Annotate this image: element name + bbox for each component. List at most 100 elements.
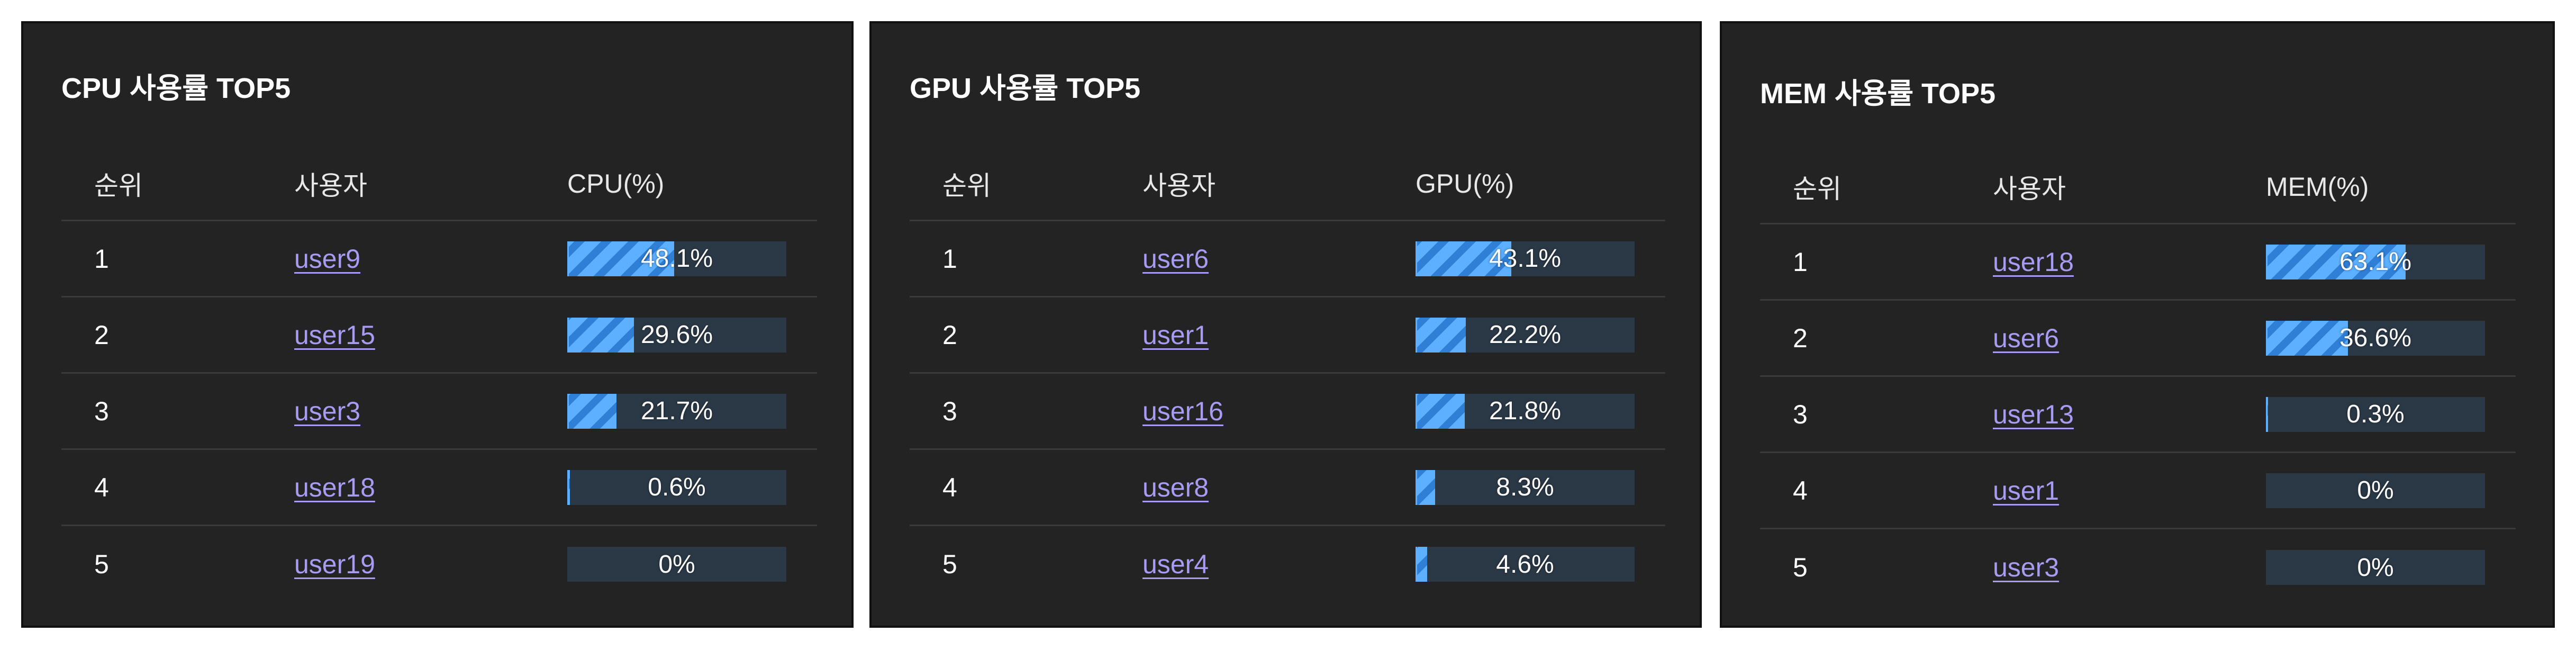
rank-cell: 3 — [94, 396, 109, 426]
gpu-top5-table: 순위 사용자 GPU(%) 1 user6 43.1% 2 user1 22.2… — [910, 147, 1665, 602]
column-header-user: 사용자 — [294, 170, 367, 201]
rank-cell: 1 — [94, 243, 109, 274]
user-link[interactable]: user18 — [294, 472, 375, 502]
usage-value-label: 4.6% — [1496, 550, 1554, 579]
column-header-rank: 순위 — [94, 170, 143, 201]
usage-bar: 36.6% — [2266, 320, 2485, 356]
usage-value-label: 21.7% — [640, 397, 713, 425]
usage-bar-fill — [2266, 244, 2406, 279]
usage-bar: 0% — [2266, 473, 2485, 508]
user-link[interactable]: user9 — [294, 243, 361, 274]
rank-cell: 4 — [94, 472, 109, 502]
usage-bar-fill — [567, 470, 570, 505]
table-row: 1 user18 63.1% — [1760, 224, 2516, 301]
user-link[interactable]: user3 — [1993, 553, 2060, 582]
user-link[interactable]: user1 — [1993, 475, 2060, 505]
table-header: 순위 사용자 CPU(%) — [61, 147, 817, 221]
mem-top5-table: 순위 사용자 MEM(%) 1 user18 63.1% 2 user6 36.… — [1760, 150, 2516, 606]
usage-value-label: 21.8% — [1489, 397, 1562, 425]
cpu-top5-panel: CPU 사용률 TOP5 순위 사용자 CPU(%) 1 user9 48.1%… — [21, 21, 854, 628]
table-row: 2 user15 29.6% — [61, 297, 817, 374]
usage-bar-fill — [1416, 547, 1428, 582]
usage-value-label: 43.1% — [1489, 245, 1562, 273]
usage-bar: 43.1% — [1416, 241, 1635, 276]
user-link[interactable]: user18 — [1993, 247, 2074, 277]
column-header-rank: 순위 — [1793, 174, 1842, 204]
usage-value-label: 0% — [2357, 553, 2394, 582]
rank-cell: 5 — [942, 549, 957, 579]
rank-cell: 1 — [942, 243, 957, 274]
column-header-user: 사용자 — [1993, 174, 2066, 204]
rank-cell: 1 — [1793, 247, 1808, 277]
gpu-top5-panel: GPU 사용률 TOP5 순위 사용자 GPU(%) 1 user6 43.1%… — [869, 21, 1702, 628]
mem-top5-panel: MEM 사용률 TOP5 순위 사용자 MEM(%) 1 user18 63.1… — [1720, 21, 2555, 628]
rank-cell: 2 — [1793, 323, 1808, 353]
table-row: 5 user3 0% — [1760, 529, 2516, 606]
user-link[interactable]: user6 — [1142, 243, 1209, 274]
usage-value-label: 36.6% — [2339, 324, 2412, 352]
table-header: 순위 사용자 GPU(%) — [910, 147, 1665, 221]
table-row: 2 user6 36.6% — [1760, 301, 2516, 377]
user-link[interactable]: user13 — [1993, 399, 2074, 429]
usage-value-label: 0.3% — [2346, 400, 2405, 428]
user-link[interactable]: user3 — [294, 396, 361, 426]
usage-bar-fill — [567, 241, 675, 276]
table-row: 4 user8 8.3% — [910, 450, 1665, 526]
table-row: 1 user9 48.1% — [61, 221, 817, 297]
table-row: 5 user19 0% — [61, 526, 817, 602]
usage-value-label: 8.3% — [1496, 473, 1554, 501]
usage-bar: 22.2% — [1416, 317, 1635, 353]
rank-cell: 4 — [942, 472, 957, 502]
table-row: 1 user6 43.1% — [910, 221, 1665, 297]
usage-value-label: 63.1% — [2339, 248, 2412, 276]
column-header-rank: 순위 — [942, 170, 991, 201]
user-link[interactable]: user4 — [1142, 549, 1209, 579]
usage-bar-fill — [2266, 396, 2269, 432]
usage-bar-fill — [1416, 241, 1512, 276]
usage-bar: 0.3% — [2266, 396, 2485, 432]
user-link[interactable]: user6 — [1993, 323, 2060, 353]
rank-cell: 3 — [942, 396, 957, 426]
usage-bar-fill — [1416, 470, 1436, 505]
panel-title: GPU 사용률 TOP5 — [910, 73, 1141, 104]
usage-value-label: 29.6% — [640, 321, 713, 349]
usage-bar-fill — [1416, 393, 1465, 429]
table-header: 순위 사용자 MEM(%) — [1760, 150, 2516, 224]
column-header-value: MEM(%) — [2266, 171, 2369, 202]
user-link[interactable]: user16 — [1142, 396, 1223, 426]
column-header-value: CPU(%) — [567, 168, 665, 198]
usage-bar-fill — [567, 393, 616, 429]
column-header-value: GPU(%) — [1416, 168, 1514, 198]
usage-bar: 4.6% — [1416, 547, 1635, 582]
usage-bar: 0.6% — [567, 470, 786, 505]
cpu-top5-table: 순위 사용자 CPU(%) 1 user9 48.1% 2 user15 29.… — [61, 147, 817, 602]
usage-bar: 48.1% — [567, 241, 786, 276]
usage-value-label: 22.2% — [1489, 321, 1562, 349]
usage-value-label: 0% — [2357, 476, 2394, 504]
user-link[interactable]: user19 — [294, 549, 375, 579]
column-header-user: 사용자 — [1142, 170, 1216, 201]
table-row: 3 user13 0.3% — [1760, 377, 2516, 453]
table-row: 4 user18 0.6% — [61, 450, 817, 526]
table-row: 4 user1 0% — [1760, 453, 2516, 529]
rank-cell: 4 — [1793, 475, 1808, 505]
table-row: 2 user1 22.2% — [910, 297, 1665, 374]
usage-bar-fill — [567, 317, 634, 353]
rank-cell: 3 — [1793, 399, 1808, 429]
panel-title: CPU 사용률 TOP5 — [61, 73, 291, 104]
usage-value-label: 0.6% — [648, 473, 706, 501]
usage-bar-fill — [1416, 317, 1466, 353]
user-link[interactable]: user8 — [1142, 472, 1209, 502]
usage-value-label: 0% — [658, 550, 695, 579]
rank-cell: 2 — [94, 320, 109, 350]
usage-bar: 0% — [567, 547, 786, 582]
usage-bar: 21.8% — [1416, 393, 1635, 429]
usage-bar: 29.6% — [567, 317, 786, 353]
rank-cell: 5 — [94, 549, 109, 579]
usage-bar: 8.3% — [1416, 470, 1635, 505]
user-link[interactable]: user1 — [1142, 320, 1209, 350]
rank-cell: 2 — [942, 320, 957, 350]
user-link[interactable]: user15 — [294, 320, 375, 350]
table-row: 3 user16 21.8% — [910, 374, 1665, 450]
usage-bar-fill — [2266, 320, 2348, 356]
